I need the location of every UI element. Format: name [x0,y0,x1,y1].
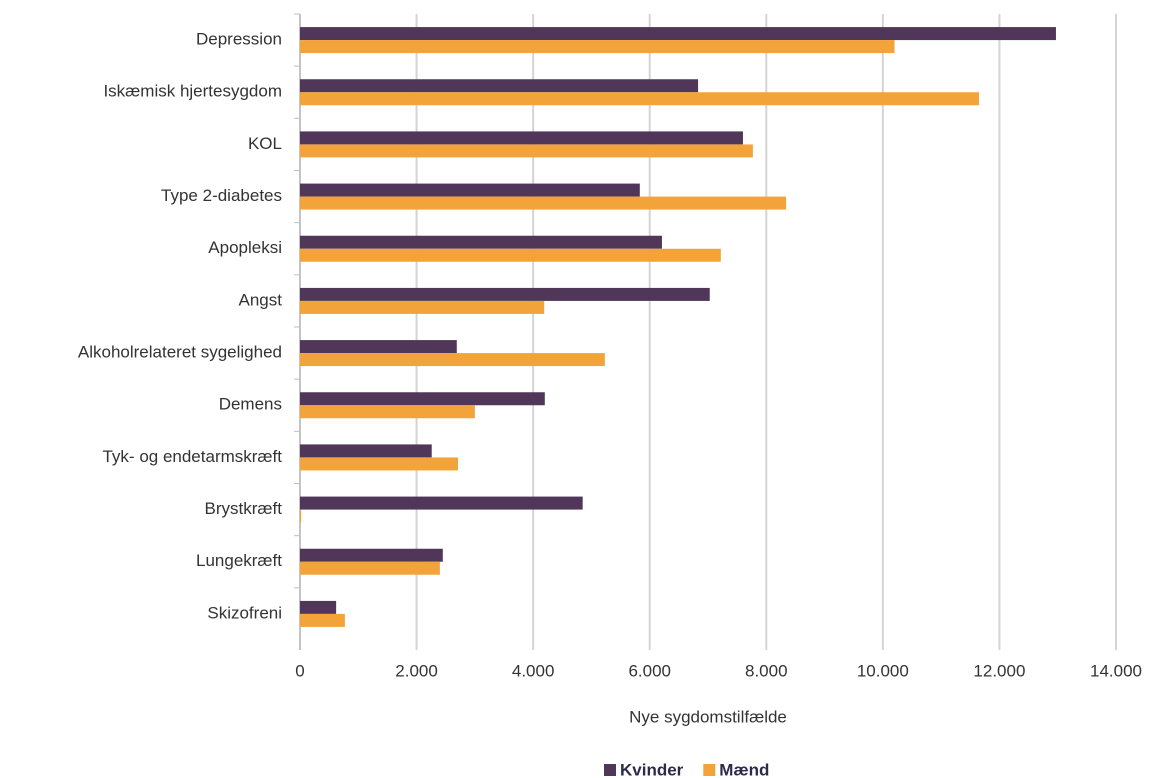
bar [300,27,1056,41]
bar [300,287,710,301]
bar [300,144,753,158]
x-tick-label: 0 [295,661,304,680]
bar [300,235,662,249]
bar [300,40,895,54]
bar [300,300,545,314]
y-tick-label: Type 2-diabetes [161,186,282,205]
bar [300,92,980,106]
y-tick-label: Tyk- og endetarmskræft [102,447,282,466]
y-tick-label: Brystkræft [205,499,283,518]
bar [300,496,583,510]
bar [300,457,458,471]
y-tick-label: Lungekræft [196,551,282,570]
bar [300,600,337,614]
bar [300,548,443,562]
legend-swatch [703,764,716,776]
legend-label: Kvinder [620,760,684,778]
bar [300,613,345,627]
x-tick-label: 14.000 [1090,661,1142,680]
legend: Kvinder Mænd [604,760,769,778]
x-axis-label: Nye sygdomstilfælde [629,707,787,726]
x-tick-label: 8.000 [745,661,788,680]
y-tick-label: KOL [248,134,282,153]
y-tick-label: Iskæmisk hjertesygdom [103,82,282,101]
bar [300,340,457,354]
bar [300,79,699,93]
legend-swatch [604,764,616,776]
bar [300,509,302,523]
bar [300,444,432,458]
x-tick-label: 4.000 [512,661,555,680]
bar [300,196,787,210]
y-tick-label: Demens [219,395,282,414]
y-tick-label: Apopleksi [208,238,282,257]
bar [300,131,743,145]
x-tick-label: 2.000 [395,661,438,680]
y-tick-label: Alkoholrelateret sygelighed [78,343,282,362]
bar [300,561,440,575]
legend-label: Mænd [719,760,769,778]
bar [300,353,605,367]
bar [300,183,640,197]
x-tick-label: 6.000 [628,661,671,680]
x-tick-label: 12.000 [973,661,1025,680]
x-tick-label: 10.000 [857,661,909,680]
y-tick-label: Angst [239,290,283,309]
bar [300,405,475,419]
y-tick-label: Skizofreni [207,603,282,622]
bar [300,248,721,262]
y-tick-label: Depression [196,30,282,49]
bar [300,392,545,406]
